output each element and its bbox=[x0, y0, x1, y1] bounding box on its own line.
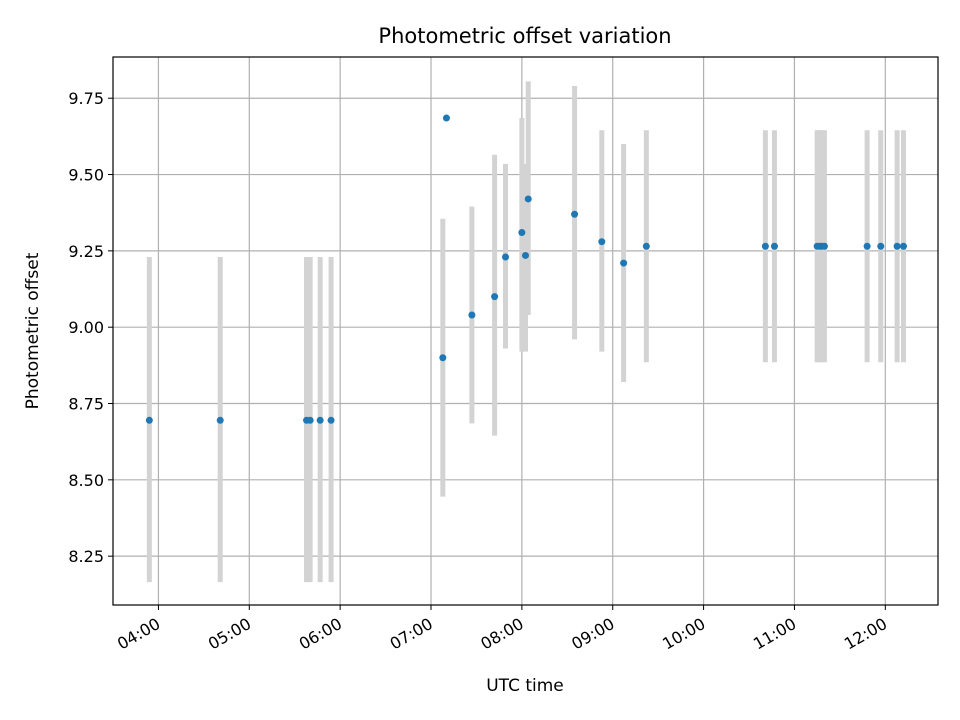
data-point bbox=[620, 259, 628, 267]
y-tick-label: 8.25 bbox=[68, 547, 104, 566]
data-point bbox=[491, 293, 499, 301]
y-axis-ticks: 8.25 8.50 8.75 9.00 9.25 9.50 9.75 bbox=[68, 89, 113, 566]
y-tick-label: 9.25 bbox=[68, 242, 104, 261]
y-tick-label: 9.00 bbox=[68, 318, 104, 337]
data-point bbox=[863, 242, 871, 250]
data-point bbox=[145, 416, 153, 424]
data-point bbox=[327, 416, 335, 424]
y-tick-label: 9.75 bbox=[68, 89, 104, 108]
data-point bbox=[439, 354, 447, 362]
data-point bbox=[442, 114, 450, 122]
data-point bbox=[899, 242, 907, 250]
data-point bbox=[468, 311, 476, 319]
data-point bbox=[316, 416, 324, 424]
data-point bbox=[877, 242, 885, 250]
chart-title: Photometric offset variation bbox=[378, 24, 671, 48]
data-point bbox=[502, 253, 510, 261]
data-point bbox=[571, 210, 579, 218]
x-axis-label: UTC time bbox=[486, 676, 564, 696]
data-point bbox=[820, 242, 828, 250]
y-tick-label: 8.75 bbox=[68, 395, 104, 414]
data-point bbox=[642, 242, 650, 250]
data-point bbox=[518, 229, 526, 237]
data-point bbox=[306, 416, 314, 424]
data-point bbox=[893, 242, 901, 250]
y-axis-label: Photometric offset bbox=[23, 252, 43, 409]
data-point bbox=[761, 242, 769, 250]
data-points bbox=[145, 114, 907, 424]
y-tick-label: 9.50 bbox=[68, 166, 104, 185]
data-point bbox=[524, 195, 532, 203]
data-point bbox=[770, 242, 778, 250]
data-point bbox=[598, 238, 606, 246]
plot-frame bbox=[112, 56, 939, 606]
y-tick-label: 8.50 bbox=[68, 471, 104, 490]
data-point bbox=[216, 416, 224, 424]
data-point bbox=[522, 251, 529, 259]
